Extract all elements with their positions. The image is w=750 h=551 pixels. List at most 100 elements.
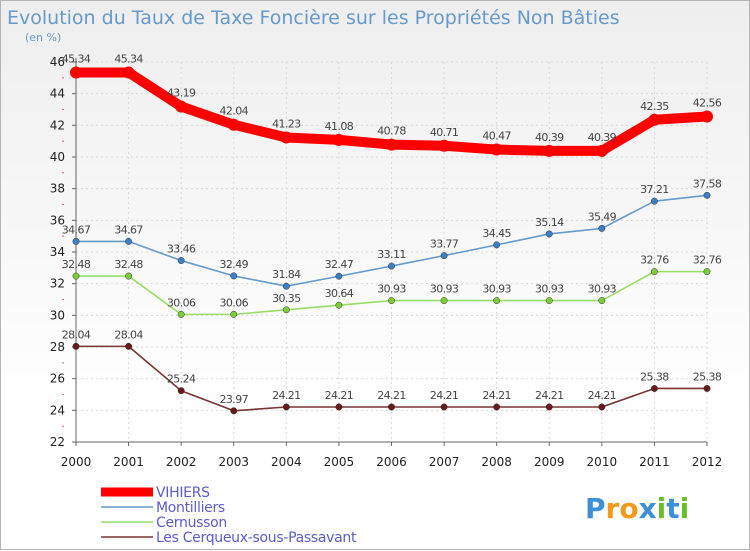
data-point [332, 133, 345, 146]
x-tick-label: 2012 [692, 455, 723, 469]
data-label: 37.21 [640, 183, 669, 196]
data-point [72, 342, 80, 350]
data-label: 24.21 [482, 389, 511, 402]
data-point [122, 66, 135, 79]
data-label: 34.67 [62, 223, 91, 236]
data-label: 41.08 [325, 120, 354, 133]
data-label: 25.24 [167, 373, 196, 386]
x-tick-label: 2001 [113, 455, 144, 469]
data-label: 24.21 [430, 389, 459, 402]
data-point [177, 310, 185, 318]
data-label: 25.38 [693, 370, 722, 383]
data-point [72, 272, 80, 280]
data-point [125, 237, 133, 245]
data-label: 34.67 [114, 223, 143, 236]
data-label: 30.93 [482, 283, 511, 296]
data-label: 30.06 [220, 296, 249, 309]
data-label: 45.34 [114, 52, 143, 65]
axes [62, 58, 708, 446]
data-label: 30.93 [430, 283, 459, 296]
data-label: 32.76 [693, 254, 722, 267]
legend-label: Montilliers [156, 500, 225, 516]
data-point [230, 310, 238, 318]
data-point [650, 385, 658, 392]
data-point [335, 301, 343, 309]
data-label: 30.93 [535, 283, 564, 296]
data-label: 28.04 [114, 328, 143, 341]
data-label: 42.56 [693, 96, 722, 109]
x-tick-label: 2010 [587, 455, 618, 469]
y-tick-label: 44 [50, 87, 65, 101]
data-label: 40.71 [430, 126, 459, 139]
data-point [598, 297, 606, 305]
tick-labels: 22 24 26 28 30 32 34 36 38 40 42 44 46 2000 2001 2002 20… [50, 55, 723, 469]
data-label: 23.97 [220, 393, 249, 406]
data-label: 40.39 [535, 131, 564, 144]
logo-letter: i [657, 492, 667, 525]
data-label: 40.47 [482, 130, 511, 143]
data-point [385, 138, 398, 151]
data-point [388, 262, 395, 270]
data-label: 30.93 [377, 283, 406, 296]
data-label: 32.47 [325, 258, 354, 271]
data-label: 24.21 [588, 389, 617, 402]
data-point [280, 131, 293, 144]
data-point [70, 66, 82, 79]
y-tick-label: 26 [50, 372, 65, 386]
data-point [230, 407, 238, 415]
data-point [493, 403, 501, 411]
data-label: 24.21 [272, 389, 301, 402]
data-point [282, 306, 290, 314]
data-point [545, 230, 553, 238]
data-label: 24.21 [377, 389, 406, 402]
data-point [543, 144, 556, 157]
legend-label: Les Cerqueux-sous-Passavant [156, 530, 357, 546]
y-tick-label: 38 [50, 182, 65, 196]
proxiti-logo: Proxiti [585, 492, 689, 525]
series-1: 34.67 34.67 33.46 32.49 31.84 32.47 33.11 33.77… [62, 177, 722, 290]
data-point [701, 110, 713, 123]
data-label: 35.14 [535, 216, 564, 229]
x-tick-label: 2009 [534, 455, 565, 469]
x-tick-label: 2000 [61, 455, 92, 469]
data-label: 43.19 [167, 86, 196, 99]
x-tick-label: 2006 [376, 455, 407, 469]
data-label: 32.49 [220, 258, 249, 271]
data-point [440, 252, 448, 260]
y-tick-label: 34 [50, 245, 65, 259]
data-point [388, 297, 395, 305]
data-point [598, 224, 606, 232]
data-point [177, 257, 185, 264]
data-label: 32.76 [640, 254, 669, 267]
legend-label: VIHIERS [156, 485, 210, 501]
data-point [282, 282, 290, 290]
y-tick-label: 40 [50, 150, 65, 164]
data-label: 35.49 [588, 210, 617, 223]
data-point [125, 272, 133, 280]
logo-letter: x [639, 492, 657, 525]
logo-letter: P [585, 492, 606, 525]
data-point [545, 403, 553, 411]
logo-letter: i [680, 492, 690, 525]
data-point [282, 403, 290, 411]
data-point [175, 100, 188, 113]
data-label: 31.84 [272, 268, 301, 281]
data-point [438, 139, 451, 152]
data-label: 37.58 [693, 177, 722, 190]
x-tick-label: 2005 [324, 455, 355, 469]
logo-text: Proxiti [585, 492, 689, 525]
data-label: 40.39 [588, 131, 617, 144]
data-point [335, 403, 343, 411]
x-tick-label: 2008 [481, 455, 512, 469]
logo-letter: r [606, 492, 620, 525]
x-tick-label: 2002 [166, 455, 197, 469]
data-label: 33.11 [377, 248, 406, 261]
data-point [598, 403, 606, 411]
data-label: 25.38 [640, 370, 669, 383]
data-point [703, 191, 711, 199]
data-point [650, 197, 658, 205]
data-point [230, 272, 238, 280]
legend-label: Cernusson [156, 515, 227, 531]
